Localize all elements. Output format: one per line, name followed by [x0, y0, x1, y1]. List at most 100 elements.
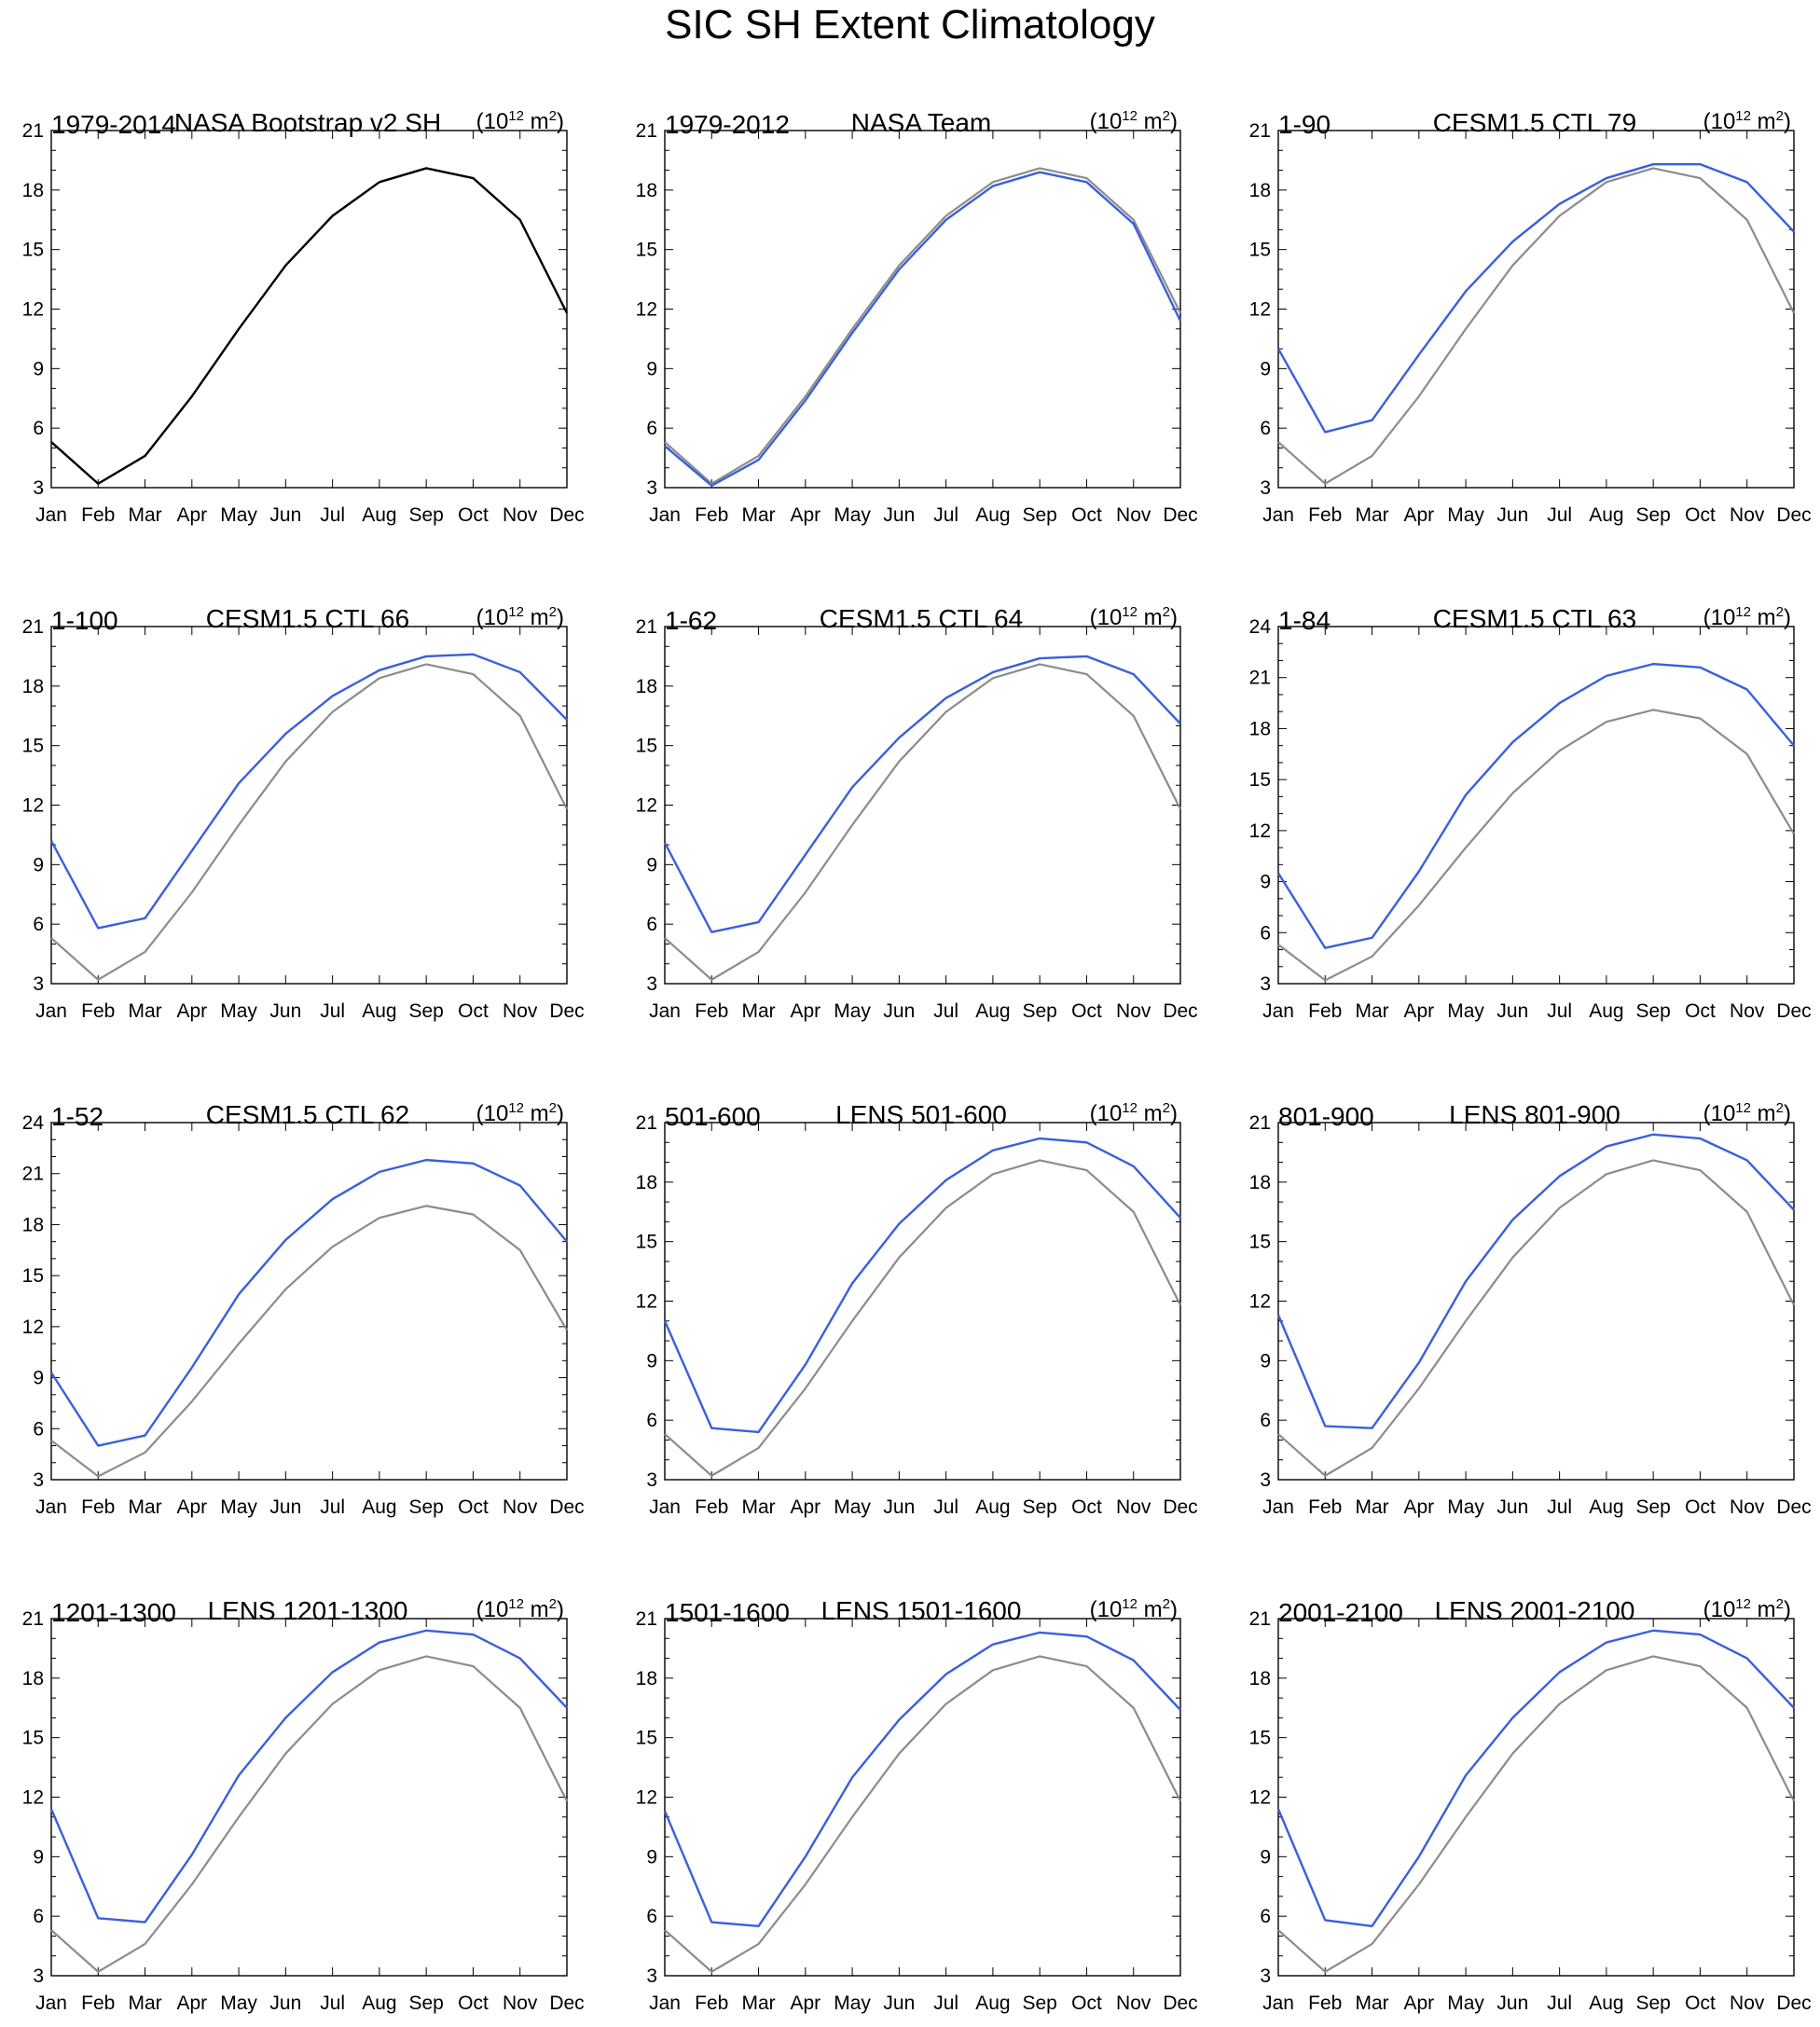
y-tick-label: 21 — [1249, 1608, 1271, 1630]
panel-title: CESM1.5 CTL 66 — [205, 604, 410, 633]
reference-series-line — [1277, 1159, 1795, 1477]
y-tick-label: 21 — [22, 1164, 44, 1185]
y-tick-label: 21 — [1249, 668, 1271, 689]
panel-series-line — [50, 167, 569, 485]
x-tick-label: Nov — [1116, 1496, 1151, 1518]
x-tick-label: Nov — [1730, 1000, 1765, 1022]
y-tick-label: 21 — [1249, 1112, 1271, 1134]
y-tick-label: 12 — [636, 1787, 657, 1809]
y-tick-label: 15 — [1249, 240, 1271, 261]
x-tick-label: Nov — [1730, 504, 1765, 526]
x-tick-label: May — [220, 1000, 257, 1022]
y-tick-label: 21 — [22, 616, 44, 638]
panel-11: 1501-1600 LENS 1501-1600 (1012 m2) 3 6 9 12… — [614, 1563, 1220, 2014]
x-tick-label: Feb — [81, 504, 115, 526]
panel-series-line — [1276, 1133, 1795, 1429]
x-tick-label: Aug — [362, 1000, 396, 1022]
x-tick-label: Dec — [1776, 1000, 1811, 1022]
x-tick-label: Aug — [1589, 1496, 1623, 1518]
panel-series-line — [663, 1137, 1181, 1434]
panel-series-line — [49, 653, 568, 930]
y-tick-label: 18 — [1249, 1172, 1271, 1193]
x-tick-label: Jul — [320, 1993, 345, 2014]
x-tick-label: Sep — [1022, 1000, 1056, 1022]
x-tick-label: Mar — [741, 504, 775, 526]
x-tick-label: Mar — [128, 1000, 161, 1022]
x-tick-label: May — [1447, 504, 1484, 526]
y-tick-label: 6 — [33, 1418, 44, 1440]
y-tick-label: 15 — [636, 1728, 657, 1749]
x-tick-label: Jun — [269, 1993, 301, 2014]
y-tick-label: 15 — [1249, 1232, 1271, 1253]
x-tick-label: Oct — [1685, 1496, 1716, 1518]
reference-series-line — [664, 663, 1181, 981]
y-tick-label: 3 — [33, 1469, 44, 1491]
y-tick-label: 3 — [646, 477, 657, 499]
y-tick-label: 9 — [646, 854, 657, 876]
panel-4: 1-100 CESM1.5 CTL 66 (1012 m2) 3 6 9 12 15 18… — [0, 571, 606, 1022]
x-tick-label: Jun — [269, 1000, 301, 1022]
y-tick-label: 3 — [33, 477, 44, 499]
x-tick-label: Jul — [320, 1000, 345, 1022]
y-tick-label: 21 — [636, 1112, 657, 1134]
x-tick-label: Nov — [1730, 1496, 1765, 1518]
panel-plot: 3 6 9 12 15 18 21 Jan Feb Mar Apr May Jun Jul Aug Sep Oc… — [1249, 1112, 1812, 1518]
x-tick-label: Nov — [1116, 1993, 1151, 2014]
x-tick-label: Sep — [408, 1000, 443, 1022]
panel-title: LENS 1201-1300 — [207, 1596, 408, 1625]
panel-9: 801-900 LENS 801-900 (1012 m2) 3 6 9 12 15 18… — [1227, 1067, 1820, 1518]
x-tick-label: Jan — [649, 1000, 681, 1022]
x-tick-label: Mar — [1355, 1000, 1388, 1022]
units-label: (1012 m2) — [1089, 1100, 1178, 1126]
y-tick-label: 12 — [22, 1317, 44, 1338]
panel-plot: 3 6 9 12 15 18 21 Jan Feb Mar Apr May Jun Jul Aug Sep Oc… — [636, 1608, 1198, 2014]
x-tick-label: Jul — [1547, 504, 1572, 526]
y-tick-label: 12 — [1249, 299, 1271, 321]
plot-frame — [664, 1618, 1181, 1977]
reference-series-line — [1277, 709, 1795, 982]
x-tick-label: Feb — [1308, 1496, 1342, 1518]
plot-frame — [1277, 1122, 1795, 1481]
x-tick-label: Oct — [458, 1496, 489, 1518]
panel-7: 1-52 CESM1.5 CTL 62 (1012 m2) 3 6 9 12 15 18 2… — [0, 1067, 606, 1518]
y-tick-label: 18 — [22, 1214, 44, 1235]
x-tick-label: Apr — [1403, 504, 1434, 526]
panel-years-label: 1201-1300 — [51, 1598, 176, 1627]
plot-frame — [664, 130, 1181, 489]
x-tick-label: Jun — [1496, 1496, 1528, 1518]
y-tick-label: 15 — [1249, 769, 1271, 791]
y-tick-label: 12 — [636, 1291, 657, 1313]
y-tick-label: 12 — [22, 795, 44, 817]
y-tick-label: 6 — [1260, 418, 1271, 439]
x-tick-label: Jan — [35, 1496, 67, 1518]
panel-series-line — [663, 655, 1181, 933]
figure-title: SIC SH Extent Climatology — [665, 2, 1155, 48]
x-tick-label: Dec — [549, 1993, 584, 2014]
x-tick-label: Oct — [458, 504, 489, 526]
x-tick-label: Feb — [695, 1993, 728, 2014]
x-tick-label: Feb — [695, 504, 728, 526]
x-tick-label: Feb — [1308, 1000, 1342, 1022]
x-tick-label: Feb — [81, 1993, 115, 2014]
x-tick-label: Dec — [549, 1496, 584, 1518]
plot-frame — [50, 626, 568, 985]
x-tick-label: Dec — [549, 504, 584, 526]
y-tick-label: 3 — [646, 1965, 657, 1987]
y-tick-label: 15 — [22, 1728, 44, 1749]
panel-series-line — [663, 1631, 1181, 1928]
x-tick-label: Mar — [1355, 1993, 1388, 2014]
panel-title: NASA Team — [850, 108, 992, 137]
x-tick-label: May — [1447, 1000, 1484, 1022]
y-tick-label: 18 — [1249, 180, 1271, 201]
panel-series-line — [1276, 1629, 1795, 1928]
y-tick-label: 3 — [1260, 1469, 1271, 1491]
panel-2: 1979-2012 NASA Team (1012 m2) 3 6 9 12 15 18 2… — [614, 75, 1220, 526]
panel-8: 501-600 LENS 501-600 (1012 m2) 3 6 9 12 15 18… — [614, 1067, 1220, 1518]
x-tick-label: Apr — [1403, 1496, 1434, 1518]
x-tick-label: Sep — [408, 1993, 443, 2014]
y-tick-label: 9 — [1260, 1846, 1271, 1868]
panel-plot: 3 6 9 12 15 18 21 Jan Feb Mar Apr May Jun Jul Aug Sep Oc… — [22, 120, 585, 526]
y-tick-label: 3 — [33, 1965, 44, 1987]
x-tick-label: Aug — [362, 504, 396, 526]
x-tick-label: Apr — [1403, 1000, 1434, 1022]
